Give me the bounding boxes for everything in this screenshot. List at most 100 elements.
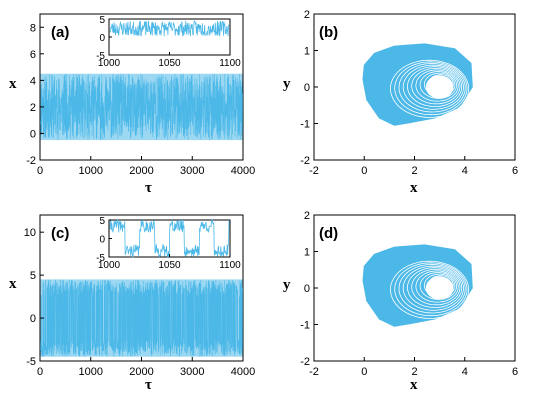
x-tick-label-d-0: -2 <box>309 366 319 378</box>
x-tick-label-a-1: 1000 <box>79 165 103 177</box>
x-tick-label-a-0: 0 <box>37 165 43 177</box>
xlabel-d: x <box>410 377 418 393</box>
panel-b: -2 0 2 4 6 -2 -1 0 1 2 (b) y x <box>283 9 518 196</box>
inset-series-c <box>109 218 230 259</box>
inset-a: 1000 1050 1100 -5 0 5 <box>96 15 241 69</box>
x-tick-label-d-2: 2 <box>411 366 417 378</box>
attractor-hole-b <box>425 75 454 99</box>
x-tick-label-a-2: 2000 <box>129 165 153 177</box>
attractor-loop-d-4 <box>407 267 463 308</box>
attractor-d <box>362 244 473 327</box>
y-tick-label-a-5: 8 <box>30 22 36 34</box>
attractor-loop-d-0 <box>390 260 470 319</box>
attractor-loop-b-2 <box>398 63 466 113</box>
y-tick-label-inset-a-0: -5 <box>96 51 105 62</box>
panel-label-a: (a) <box>51 24 69 41</box>
panel-label-c: (c) <box>51 225 69 242</box>
x-tick-label-b-4: 6 <box>512 165 518 177</box>
y-tick-label-c-3: 10 <box>24 227 36 239</box>
x-tick-label-inset-c-0: 1000 <box>98 260 121 271</box>
y-tick-label-a-3: 4 <box>30 75 36 87</box>
x-tick-label-inset-c-1: 1050 <box>158 260 181 271</box>
time-series-c <box>40 279 243 357</box>
attractor-loop-b-3 <box>402 64 464 110</box>
x-tick-label-a-3: 3000 <box>180 165 204 177</box>
attractor-loop-d-1 <box>394 262 468 317</box>
axis-ticks-b: -2 0 2 4 6 -2 -1 0 1 2 <box>300 9 518 177</box>
ylabel-a: x <box>9 76 17 92</box>
y-tick-label-b-0: -2 <box>300 155 310 167</box>
x-tick-label-a-4: 4000 <box>231 165 255 177</box>
attractor-loop-b-6 <box>415 69 459 102</box>
y-tick-label-b-4: 2 <box>304 9 310 21</box>
attractor-loop-d-6 <box>415 270 459 303</box>
series-band-a <box>40 73 243 141</box>
x-tick-label-b-0: -2 <box>309 165 319 177</box>
attractor-loop-d-5 <box>411 268 461 306</box>
x-tick-label-c-2: 2000 <box>129 366 153 378</box>
attractor-loop-b-1 <box>394 61 468 116</box>
y-tick-label-b-1: -1 <box>300 119 310 131</box>
y-tick-label-a-1: 0 <box>30 128 36 140</box>
y-tick-label-c-0: -5 <box>26 356 36 368</box>
y-tick-label-a-0: -2 <box>26 155 36 167</box>
y-tick-label-c-2: 5 <box>30 270 36 282</box>
panel-d: -2 0 2 4 6 -2 -1 0 1 2 (d) y x <box>283 210 518 393</box>
x-tick-label-inset-a-0: 1000 <box>98 58 121 69</box>
x-tick-label-inset-a-2: 1100 <box>219 58 241 69</box>
inset-series-a <box>109 20 230 37</box>
x-tick-label-c-4: 4000 <box>231 366 255 378</box>
y-tick-label-inset-a-2: 5 <box>99 15 105 26</box>
y-tick-label-d-3: 1 <box>304 247 310 259</box>
y-tick-label-inset-c-0: -5 <box>96 253 105 264</box>
y-tick-label-inset-c-1: 0 <box>99 235 105 246</box>
inset-frame-a <box>108 18 231 56</box>
attractor-hole-d <box>425 276 454 300</box>
x-tick-label-inset-c-2: 1100 <box>219 260 241 271</box>
xlabel-b: x <box>410 180 418 196</box>
x-tick-label-c-1: 1000 <box>79 366 103 378</box>
y-tick-label-inset-a-1: 0 <box>99 33 105 44</box>
x-tick-label-d-4: 6 <box>512 366 518 378</box>
ylabel-c: x <box>9 276 17 292</box>
y-tick-label-inset-c-2: 5 <box>99 216 105 227</box>
series-band-c <box>40 279 243 357</box>
y-tick-label-a-4: 6 <box>30 49 36 61</box>
x-tick-label-inset-a-1: 1050 <box>158 58 181 69</box>
inset-ticks-a: 1000 1050 1100 -5 0 5 <box>96 15 241 69</box>
xlabel-c: τ <box>145 377 152 393</box>
x-tick-label-d-1: 0 <box>361 366 367 378</box>
x-tick-label-c-3: 3000 <box>180 366 204 378</box>
attractor-loop-b-4 <box>407 66 463 107</box>
panel-label-b: (b) <box>319 24 338 41</box>
attractor-loop-b-5 <box>411 67 461 105</box>
y-tick-label-a-2: 2 <box>30 102 36 114</box>
ylabel-d: y <box>283 277 291 293</box>
time-series-a <box>40 73 243 141</box>
y-tick-label-d-0: -2 <box>300 356 310 368</box>
axis-ticks-d: -2 0 2 4 6 -2 -1 0 1 2 <box>300 210 518 378</box>
xlabel-a: τ <box>145 180 152 196</box>
x-tick-label-c-0: 0 <box>37 366 43 378</box>
inset-ticks-c: 1000 1050 1100 -5 0 5 <box>96 216 241 271</box>
ylabel-b: y <box>283 76 291 92</box>
panel-label-d: (d) <box>319 225 338 242</box>
attractor-loop-d-3 <box>402 265 464 311</box>
attractor-loop-d-2 <box>398 264 466 314</box>
y-tick-label-d-1: -1 <box>300 320 310 332</box>
y-tick-label-b-3: 1 <box>304 46 310 58</box>
x-tick-label-d-3: 4 <box>462 366 468 378</box>
attractor-b <box>362 43 473 126</box>
y-tick-label-d-2: 0 <box>304 283 310 295</box>
x-tick-label-b-1: 0 <box>361 165 367 177</box>
y-tick-label-b-2: 0 <box>304 82 310 94</box>
inset-line-a <box>109 20 230 37</box>
x-tick-label-b-2: 2 <box>411 165 417 177</box>
attractor-loop-b-0 <box>390 59 470 118</box>
y-tick-label-c-1: 0 <box>30 313 36 325</box>
